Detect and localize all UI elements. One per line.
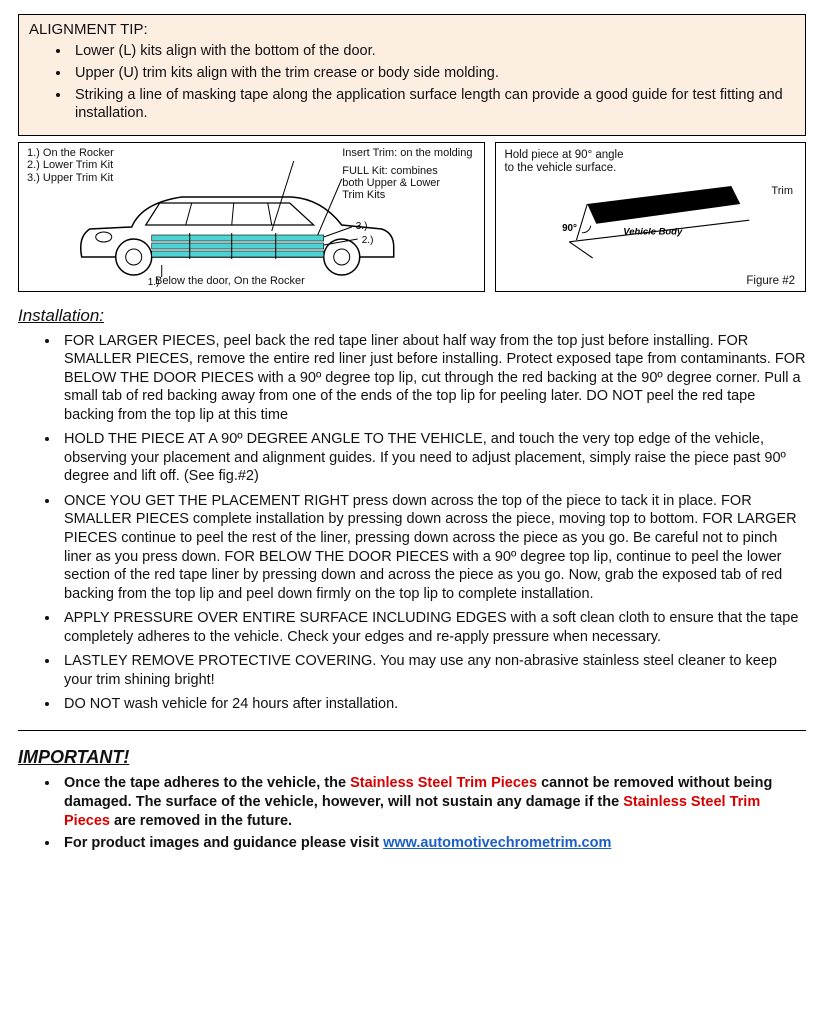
install-item: FOR LARGER PIECES, peel back the red tap…: [60, 332, 806, 425]
tip-title: ALIGNMENT TIP:: [29, 21, 795, 38]
important-item: Once the tape adheres to the vehicle, th…: [60, 774, 806, 831]
tip-item: Upper (U) trim kits align with the trim …: [71, 64, 795, 82]
figure-label: Figure #2: [746, 275, 795, 287]
important-text: are removed in the future.: [110, 813, 292, 829]
install-item: LASTLEY REMOVE PROTECTIVE COVERING. You …: [60, 652, 806, 689]
body-label: Vehicle Body: [624, 226, 684, 237]
product-link[interactable]: www.automotivechrometrim.com: [383, 835, 611, 851]
important-text: Once the tape adheres to the vehicle, th…: [64, 775, 350, 791]
angle-text-2: to the vehicle surface.: [504, 162, 797, 176]
tip-item: Lower (L) kits align with the bottom of …: [71, 42, 795, 60]
tip-list: Lower (L) kits align with the bottom of …: [29, 42, 795, 123]
important-item: For product images and guidance please v…: [60, 834, 806, 853]
installation-list: FOR LARGER PIECES, peel back the red tap…: [18, 332, 806, 714]
diagrams-row: 1.) On the Rocker 2.) Lower Trim Kit 3.)…: [18, 142, 806, 292]
divider: [18, 730, 806, 731]
installation-title: Installation:: [18, 306, 806, 326]
angle-svg: 90° Vehicle Body: [502, 177, 799, 267]
car-svg: 1.) 3.) 2.): [25, 147, 478, 287]
install-item: APPLY PRESSURE OVER ENTIRE SURFACE INCLU…: [60, 609, 806, 646]
red-text: Stainless Steel Trim Pieces: [350, 775, 537, 791]
important-list: Once the tape adheres to the vehicle, th…: [18, 774, 806, 853]
install-item: HOLD THE PIECE AT A 90º DEGREE ANGLE TO …: [60, 430, 806, 486]
install-item: DO NOT wash vehicle for 24 hours after i…: [60, 695, 806, 714]
alignment-tip-box: ALIGNMENT TIP: Lower (L) kits align with…: [18, 14, 806, 136]
callout-3: 3.): [356, 221, 368, 232]
important-title: IMPORTANT!: [18, 747, 806, 768]
angle-diagram: Hold piece at 90° angle to the vehicle s…: [495, 142, 806, 292]
tip-item: Striking a line of masking tape along th…: [71, 86, 795, 122]
callout-2: 2.): [362, 235, 374, 246]
car-bottom-label: Below the door, On the Rocker: [155, 275, 305, 287]
install-item: ONCE YOU GET THE PLACEMENT RIGHT press d…: [60, 492, 806, 603]
angle-text-1: Hold piece at 90° angle: [504, 149, 797, 163]
car-diagram: 1.) On the Rocker 2.) Lower Trim Kit 3.)…: [18, 142, 485, 292]
important-text: For product images and guidance please v…: [64, 835, 383, 851]
angle-label: 90°: [563, 223, 578, 234]
